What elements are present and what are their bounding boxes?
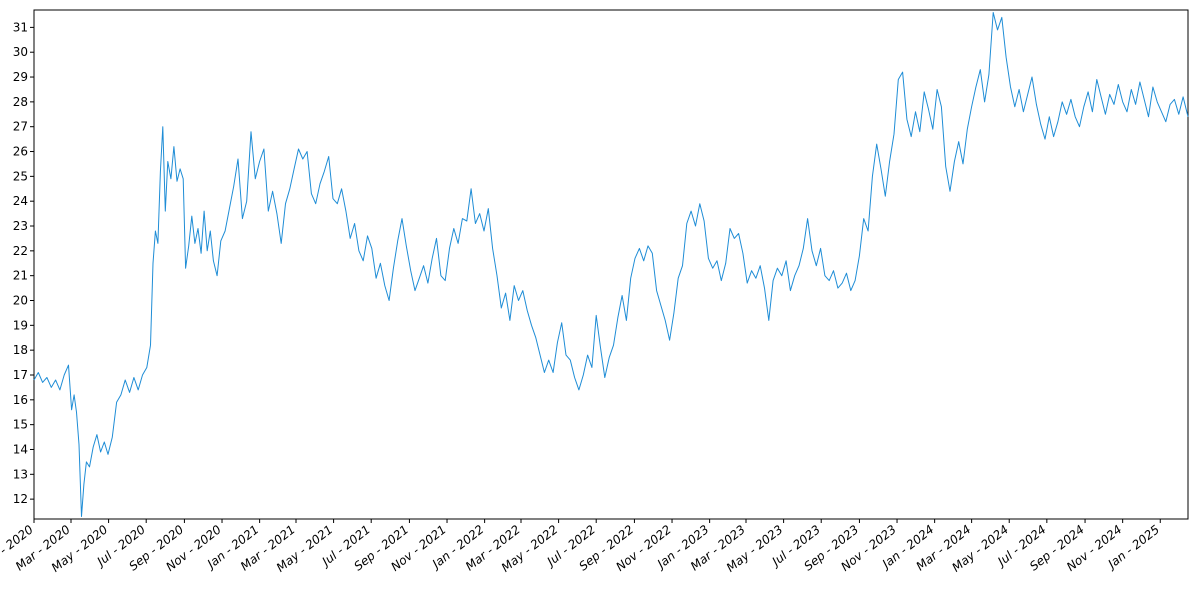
y-tick-label: 19 [13, 318, 28, 332]
y-tick-label: 20 [13, 294, 28, 308]
plot-area [33, 9, 1189, 520]
y-tick-label: 30 [13, 45, 28, 59]
y-tick-label: 17 [13, 368, 28, 382]
y-tick-label: 23 [13, 219, 28, 233]
y-tick-label: 29 [13, 70, 28, 84]
plot-frame [33, 9, 1189, 520]
y-tick-label: 28 [13, 95, 28, 109]
y-tick-label: 25 [13, 169, 28, 183]
y-tick-label: 12 [13, 492, 28, 506]
y-tick-label: 21 [13, 269, 28, 283]
y-tick-label: 26 [13, 145, 28, 159]
y-tick-label: 14 [13, 442, 28, 456]
y-tick-label: 16 [13, 393, 28, 407]
y-tick-label: 15 [13, 418, 28, 432]
y-tick-label: 27 [13, 120, 28, 134]
series-line-0 [33, 12, 1189, 517]
y-tick-label: 24 [13, 194, 28, 208]
y-tick-label: 18 [13, 343, 28, 357]
y-axis: 12 13 14 15 16 17 18 19 20 21 22 23 24 25 26 27 28 29 30 31 [13, 20, 34, 506]
y-tick-label: 31 [13, 20, 28, 34]
y-tick-label: 13 [13, 467, 28, 481]
y-tick-label: 22 [13, 244, 28, 258]
